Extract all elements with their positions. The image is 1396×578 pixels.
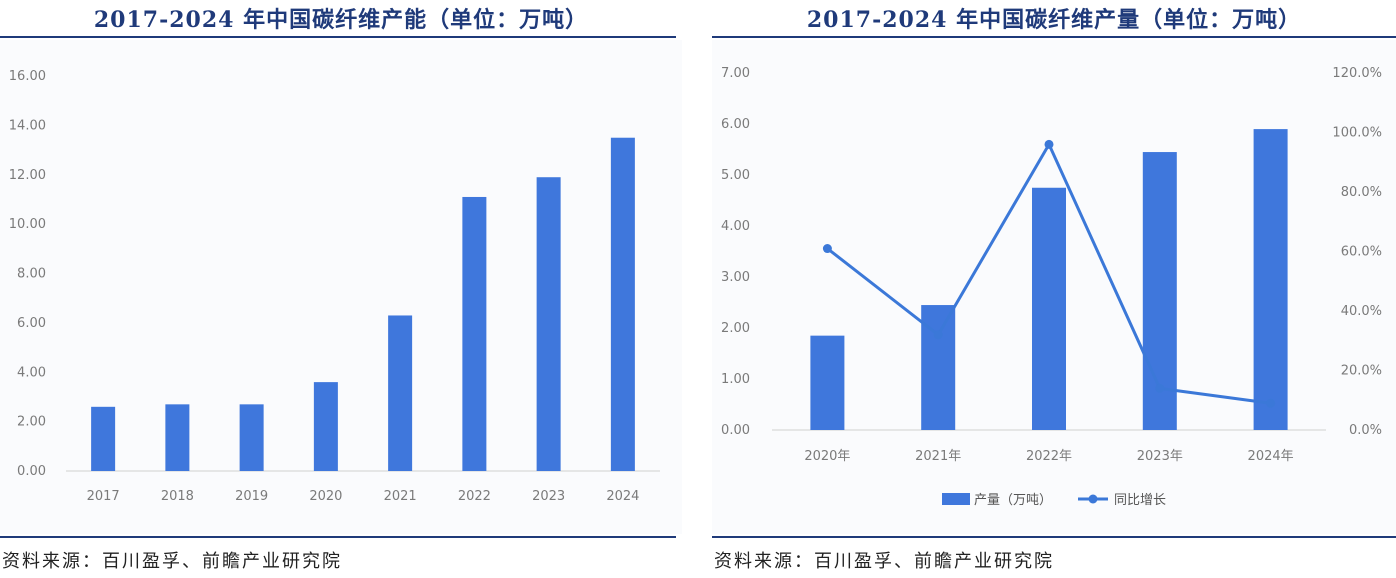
growth-point — [1266, 398, 1276, 408]
legend-label-line: 同比增长 — [1114, 493, 1166, 508]
y-tick-label: 12.00 — [9, 168, 46, 183]
capacity-bar — [610, 137, 635, 471]
production-plot-area: 0.00 1.00 2.00 3.00 4.00 5.00 6.00 7.00 0.0% 20.0… — [712, 40, 1396, 534]
x-tick-label: 2024年 — [1248, 449, 1294, 464]
y-left-tick-label: 6.00 — [721, 117, 750, 132]
y-left-tick-label: 1.00 — [721, 372, 750, 387]
legend-swatch-bar — [942, 493, 970, 505]
x-tick-label: 2023 — [532, 489, 565, 504]
title-rule — [712, 36, 1396, 38]
capacity-bar — [462, 196, 487, 471]
y-right-tick-label: 80.0% — [1341, 185, 1382, 200]
x-tick-label: 2022年 — [1026, 449, 1072, 464]
capacity-chart-panel: 2017-2024 年中国碳纤维产能（单位：万吨） 0.00 2.00 4.00 6.… — [0, 0, 682, 578]
y-left-tick-label: 3.00 — [721, 270, 750, 285]
growth-point — [1155, 383, 1165, 393]
legend-label-bar: 产量（万吨） — [974, 493, 1052, 508]
production-bar — [1142, 152, 1177, 431]
growth-point — [822, 244, 832, 254]
y-left-tick-label: 0.00 — [721, 423, 750, 438]
x-tick-label: 2021年 — [915, 449, 961, 464]
growth-point — [1044, 139, 1054, 149]
x-tick-label: 2018 — [161, 489, 194, 504]
y-tick-label: 8.00 — [17, 267, 46, 282]
y-tick-label: 14.00 — [9, 118, 46, 133]
capacity-bar-chart: 0.00 2.00 4.00 6.00 8.00 10.00 12.00 14.00 16.00… — [9, 69, 660, 504]
y-right-tick-label: 120.0% — [1332, 66, 1382, 81]
y-right-tick-label: 100.0% — [1332, 126, 1382, 141]
capacity-bar — [239, 404, 264, 471]
x-tick-label: 2019 — [235, 489, 268, 504]
capacity-bar — [313, 382, 338, 471]
capacity-bar — [388, 315, 413, 471]
x-tick-label: 2020年 — [804, 449, 850, 464]
y-tick-label: 6.00 — [17, 316, 46, 331]
capacity-chart-title: 2017-2024 年中国碳纤维产能（单位：万吨） — [93, 7, 589, 33]
production-bar — [1253, 129, 1288, 430]
x-tick-label: 2021 — [384, 489, 417, 504]
source-rule — [712, 536, 1396, 538]
y-tick-label: 4.00 — [17, 365, 46, 380]
growth-point — [933, 330, 943, 340]
y-right-tick-label: 40.0% — [1341, 304, 1382, 319]
x-tick-label: 2022 — [458, 489, 491, 504]
capacity-plot-area: 0.00 2.00 4.00 6.00 8.00 10.00 12.00 14.00 16.00… — [0, 40, 682, 534]
y-left-tick-label: 5.00 — [721, 168, 750, 183]
title-rule — [0, 36, 676, 38]
source-rule — [0, 536, 676, 538]
x-tick-label: 2020 — [309, 489, 342, 504]
y-tick-label: 0.00 — [17, 464, 46, 479]
y-right-tick-label: 60.0% — [1341, 245, 1382, 260]
production-chart-title: 2017-2024 年中国碳纤维产量（单位：万吨） — [806, 7, 1302, 33]
production-bar — [810, 335, 845, 430]
y-left-tick-label: 2.00 — [721, 321, 750, 336]
legend-swatch-marker — [1088, 494, 1098, 504]
production-chart-panel: 2017-2024 年中国碳纤维产量（单位：万吨） 0.00 1.00 2.00 3.… — [712, 0, 1396, 578]
source-note: 资料来源：百川盈孚、前瞻产业研究院 — [714, 551, 1054, 572]
x-tick-label: 2024 — [606, 489, 639, 504]
y-right-tick-label: 20.0% — [1341, 364, 1382, 379]
capacity-bar — [165, 404, 190, 471]
capacity-bar — [536, 177, 561, 471]
x-tick-label: 2017 — [87, 489, 120, 504]
y-left-tick-label: 4.00 — [721, 219, 750, 234]
y-tick-label: 16.00 — [9, 69, 46, 84]
y-tick-label: 2.00 — [17, 415, 46, 430]
y-tick-label: 10.00 — [9, 217, 46, 232]
y-left-tick-label: 7.00 — [721, 66, 750, 81]
capacity-bar — [91, 406, 116, 471]
production-bar — [1032, 187, 1066, 430]
x-tick-label: 2023年 — [1137, 449, 1183, 464]
y-right-tick-label: 0.0% — [1349, 423, 1382, 438]
source-note: 资料来源：百川盈孚、前瞻产业研究院 — [2, 551, 342, 572]
production-combo-chart: 0.00 1.00 2.00 3.00 4.00 5.00 6.00 7.00 0.0% 20.0… — [721, 66, 1382, 508]
